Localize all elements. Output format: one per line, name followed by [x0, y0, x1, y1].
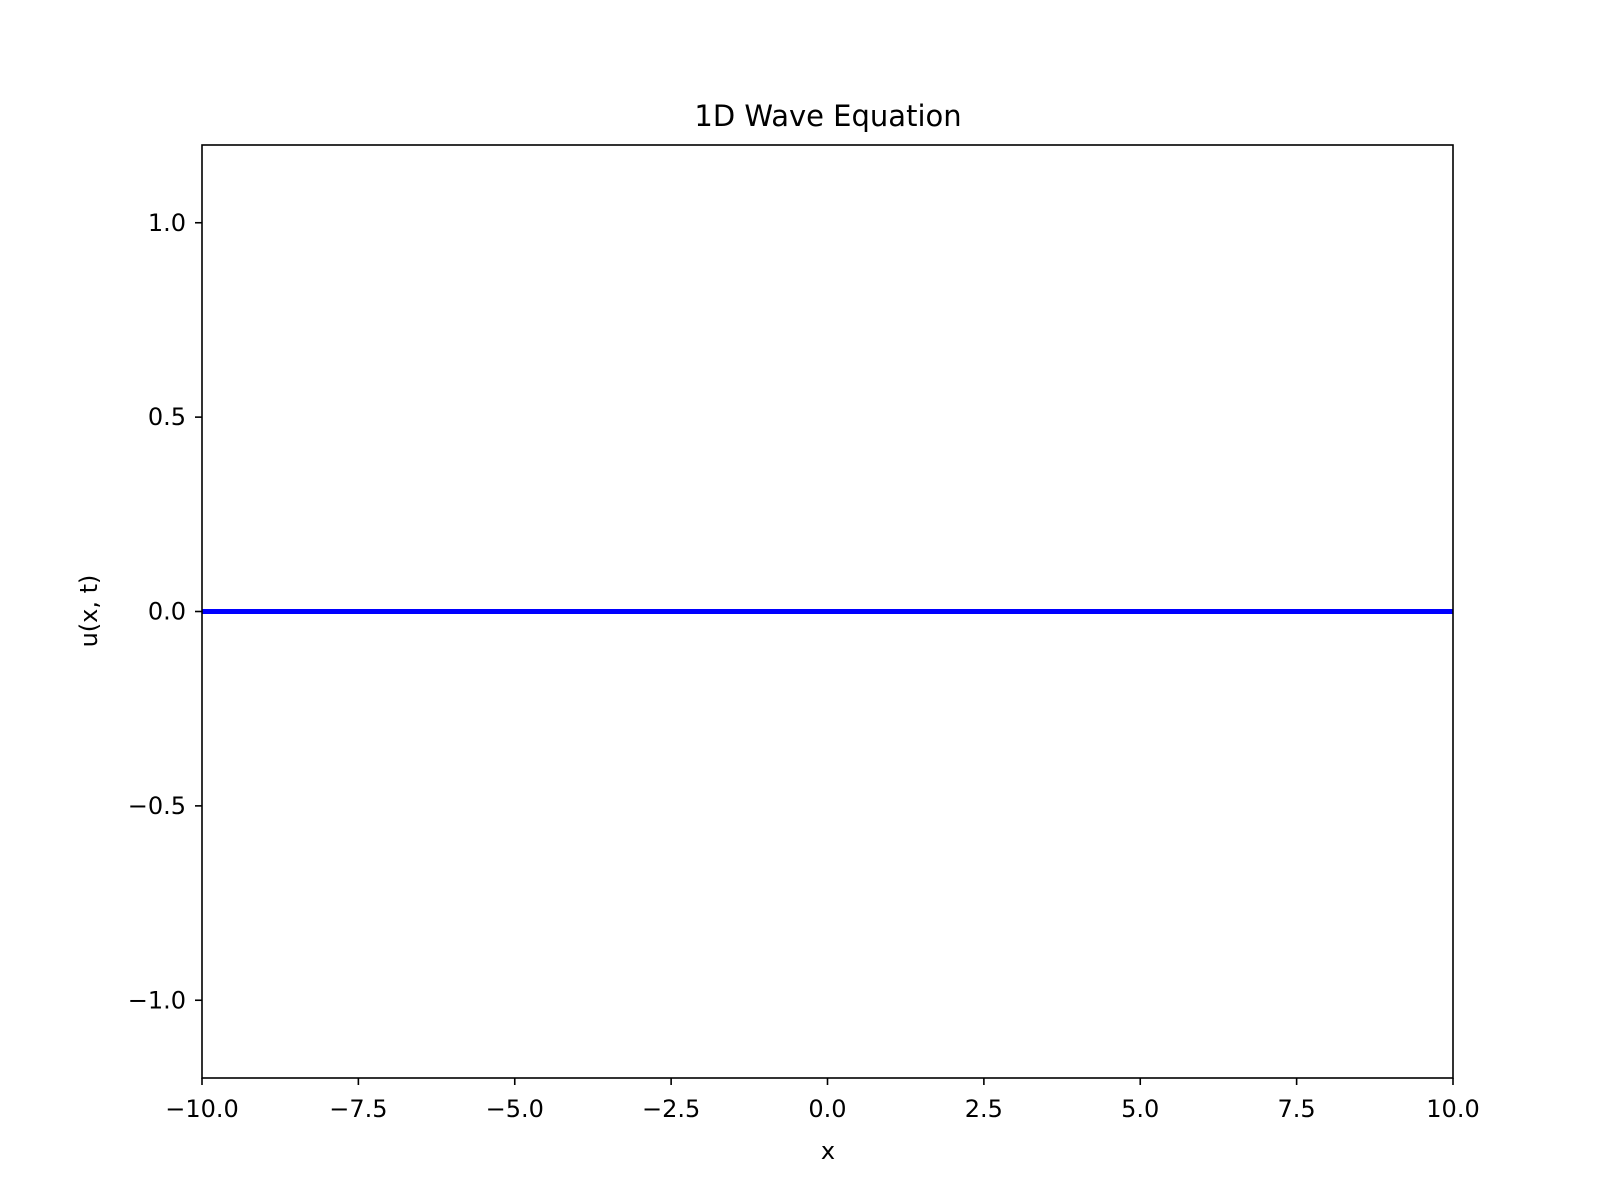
- y-tick-label: −0.5: [128, 792, 186, 820]
- x-axis-label: x: [821, 1137, 835, 1165]
- y-tick-label: 0.5: [148, 403, 186, 431]
- x-tick-label: 7.5: [1278, 1095, 1316, 1123]
- x-tick-label: 5.0: [1121, 1095, 1159, 1123]
- x-axis-ticks: −10.0 −7.5 −5.0 −2.5 0.0 2.5 5.0 7.5 10.0: [165, 1078, 1480, 1123]
- y-tick-label: 1.0: [148, 209, 186, 237]
- x-tick-label: 0.0: [808, 1095, 846, 1123]
- chart-title: 1D Wave Equation: [694, 99, 961, 133]
- x-tick-label: −5.0: [486, 1095, 544, 1123]
- y-tick-label: −1.0: [128, 986, 186, 1014]
- x-tick-label: 10.0: [1426, 1095, 1479, 1123]
- y-tick-label: 0.0: [148, 598, 186, 626]
- plot-area: −10.0 −7.5 −5.0 −2.5 0.0 2.5 5.0 7.5 10.0 −1.0 −0…: [128, 144, 1480, 1123]
- x-tick-label: −2.5: [642, 1095, 700, 1123]
- y-axis-label: u(x, t): [75, 575, 103, 648]
- x-tick-label: −7.5: [329, 1095, 387, 1123]
- x-tick-label: 2.5: [965, 1095, 1003, 1123]
- plot-frame: [201, 144, 1454, 1079]
- x-tick-label: −10.0: [165, 1095, 239, 1123]
- y-axis-ticks: −1.0 −0.5 0.0 0.5 1.0: [128, 209, 202, 1014]
